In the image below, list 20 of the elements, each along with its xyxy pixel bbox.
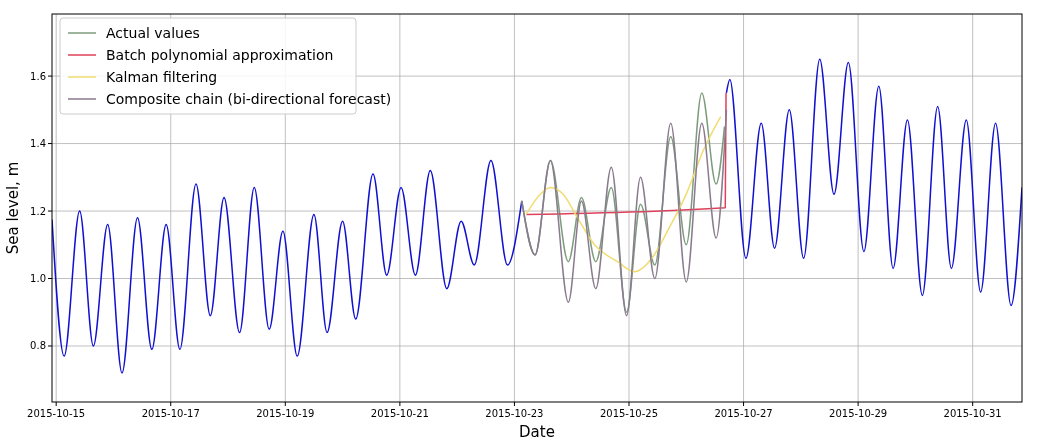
x-tick-label: 2015-10-29 <box>829 408 888 419</box>
x-tick-label: 2015-10-31 <box>943 408 1002 419</box>
x-tick-label: 2015-10-15 <box>27 408 86 419</box>
x-tick-label: 2015-10-25 <box>599 408 659 419</box>
legend-label: Kalman filtering <box>106 69 218 85</box>
y-tick-label: 1.2 <box>30 205 46 217</box>
y-tick-label: 0.8 <box>30 340 46 352</box>
legend-label: Batch polynomial approximation <box>106 47 334 63</box>
y-tick-label: 1.6 <box>30 70 46 82</box>
legend-label: Composite chain (bi-directional forecast) <box>106 91 392 107</box>
x-tick-label: 2015-10-21 <box>370 408 429 419</box>
x-tick-label: 2015-10-17 <box>141 408 200 419</box>
y-tick-label: 1.4 <box>30 138 46 150</box>
x-tick-label: 2015-10-23 <box>485 408 544 419</box>
y-axis-title: Sea level, m <box>4 161 22 255</box>
x-axis-title: Date <box>519 423 555 441</box>
x-tick-label: 2015-10-19 <box>256 408 315 419</box>
x-tick-label: 2015-10-27 <box>714 408 773 419</box>
y-tick-label: 1.0 <box>30 273 46 285</box>
legend-label: Actual values <box>106 25 200 41</box>
